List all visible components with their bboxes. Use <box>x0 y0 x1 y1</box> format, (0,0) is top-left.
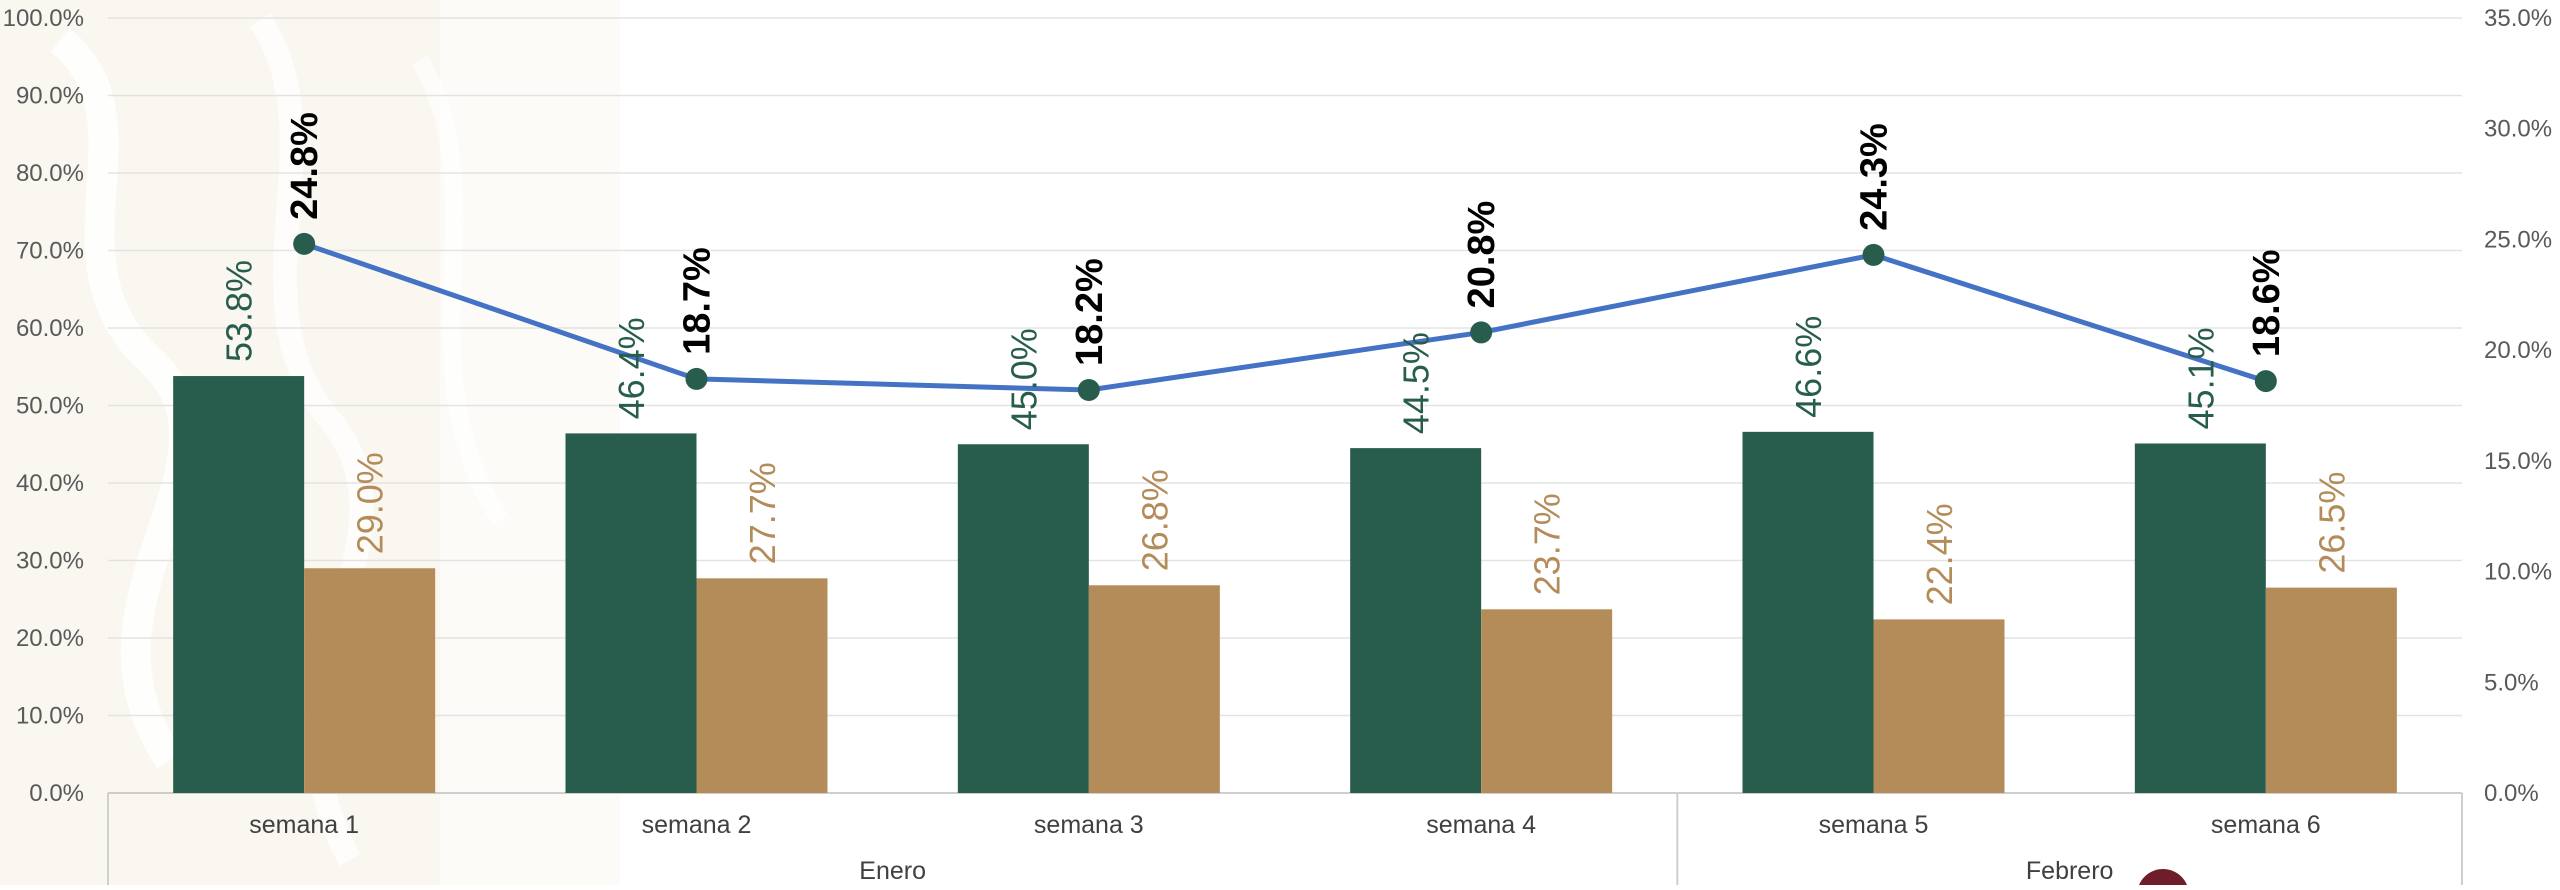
left-y-axis: 0.0% 10.0% 20.0% 30.0% 40.0% 50.0% 60.0% 70.0% 8… <box>3 5 84 807</box>
bar-series1 <box>565 433 697 793</box>
gridlines <box>108 17 2462 794</box>
bar-label-series1: 46.4% <box>611 317 652 419</box>
right-tick-label: 35.0% <box>2484 5 2552 32</box>
left-tick-label: 0.0% <box>29 780 84 807</box>
left-tick-label: 60.0% <box>16 315 84 342</box>
bar-label-series1: 46.6% <box>1788 316 1829 418</box>
emblem-icon <box>2137 869 2189 890</box>
line-point <box>2254 370 2277 393</box>
bar-series1 <box>173 376 305 793</box>
bar-series1 <box>957 444 1089 793</box>
line-point-label: 18.2% <box>1069 258 1111 366</box>
line-point-label: 24.3% <box>1854 123 1896 231</box>
line-point <box>1862 243 1885 266</box>
bar-series2 <box>1088 585 1220 793</box>
x-category-label: semana 4 <box>1426 811 1536 839</box>
left-tick-label: 100.0% <box>3 5 84 32</box>
bar-label-series2: 27.7% <box>742 462 783 564</box>
bar-series2 <box>304 568 436 793</box>
left-tick-label: 40.0% <box>16 470 84 497</box>
right-tick-label: 30.0% <box>2484 116 2552 143</box>
bar-label-series2: 26.8% <box>1134 469 1175 571</box>
data-labels: 53.8% 29.0% 46.4% 27.7% 45.0% 26.8% 44.5% 23.7%… <box>219 112 2353 605</box>
line-point-label: 18.7% <box>677 247 719 355</box>
bar-series2 <box>1481 609 1613 793</box>
line-point-label: 20.8% <box>1461 201 1503 309</box>
line-point <box>1470 321 1493 344</box>
bar-series2 <box>2265 587 2397 793</box>
left-tick-label: 10.0% <box>16 703 84 730</box>
line-point <box>1077 379 1100 401</box>
right-tick-label: 5.0% <box>2484 669 2539 696</box>
left-tick-label: 50.0% <box>16 393 84 420</box>
bar-label-series2: 26.5% <box>2311 472 2352 574</box>
x-category-label: semana 2 <box>642 811 752 839</box>
x-category-label: semana 6 <box>2211 811 2321 839</box>
x-group-label: Febrero <box>2026 857 2114 885</box>
bar-label-series2: 23.7% <box>1527 493 1568 595</box>
bar-series2 <box>1873 619 2005 793</box>
x-category-label: semana 1 <box>249 811 359 839</box>
x-category-label: semana 5 <box>1819 811 1929 839</box>
left-tick-label: 70.0% <box>16 238 84 265</box>
left-tick-label: 80.0% <box>16 160 84 187</box>
right-tick-label: 10.0% <box>2484 559 2552 586</box>
left-tick-label: 90.0% <box>16 83 84 110</box>
line-series-path <box>303 241 2267 393</box>
right-tick-label: 15.0% <box>2484 448 2552 475</box>
left-tick-label: 30.0% <box>16 548 84 575</box>
x-group-label: Enero <box>859 857 926 885</box>
bar-label-series2: 29.0% <box>350 452 391 554</box>
right-tick-label: 25.0% <box>2484 226 2552 253</box>
x-category-label: semana 3 <box>1034 811 1144 839</box>
line-point-label: 24.8% <box>284 112 326 220</box>
bar-series <box>173 376 2397 793</box>
bar-label-series1: 45.1% <box>2180 327 2221 429</box>
left-tick-label: 20.0% <box>16 625 84 652</box>
bar-label-series1: 45.0% <box>1003 328 1044 430</box>
bar-series1 <box>1350 448 1482 793</box>
bar-label-series1: 44.5% <box>1396 332 1437 434</box>
bar-series1 <box>1742 431 1874 793</box>
right-tick-label: 0.0% <box>2484 780 2539 807</box>
right-tick-label: 20.0% <box>2484 337 2552 364</box>
line-point <box>293 232 316 255</box>
bar-label-series2: 22.4% <box>1919 503 1960 605</box>
line-series <box>293 232 2277 401</box>
bar-label-series1: 53.8% <box>219 260 260 362</box>
line-point-label: 18.6% <box>2246 249 2288 357</box>
line-point <box>685 367 708 390</box>
bar-series2 <box>696 578 828 793</box>
right-y-axis: 0.0% 5.0% 10.0% 15.0% 20.0% 25.0% 30.0% 35.0% <box>2484 5 2552 807</box>
bar-series1 <box>2134 443 2266 793</box>
